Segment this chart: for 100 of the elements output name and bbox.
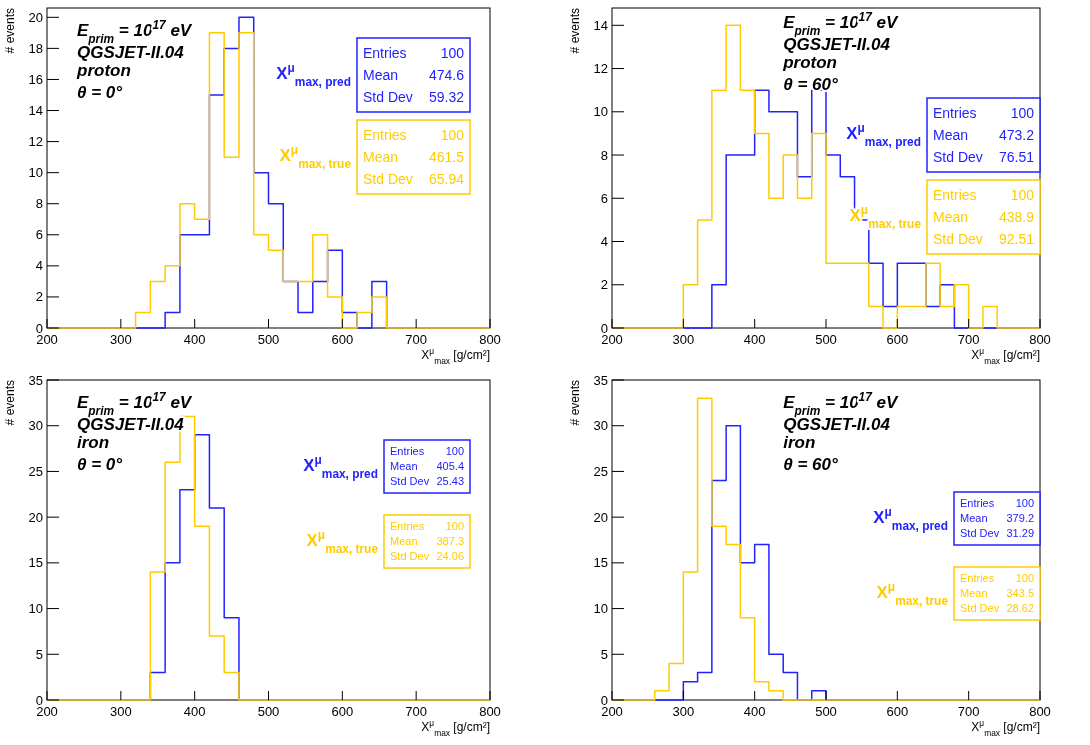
annotation: 474.6 <box>428 66 465 83</box>
x-tick-label: 600 <box>331 332 354 347</box>
y-tick-label: 35 <box>28 372 43 388</box>
annotation: Entries <box>363 126 407 143</box>
annotation: Std Dev <box>960 602 1000 615</box>
annotation: Entries <box>390 445 425 458</box>
annotation: 100 <box>445 445 464 458</box>
x-tick-label: 500 <box>815 704 837 719</box>
y-axis-title: # events <box>3 8 17 54</box>
annotation: 31.29 <box>1006 527 1034 540</box>
y-axis-title: # events <box>568 380 582 426</box>
annotation: 100 <box>440 126 465 143</box>
y-tick-label: 25 <box>28 463 43 479</box>
annotation: E$_{prim}$ = 10$^{17}$ eV <box>783 390 900 418</box>
y-tick-label: 4 <box>600 234 608 250</box>
annotation: Std Dev <box>390 475 430 488</box>
annotation: Mean <box>390 535 418 548</box>
x-axis-title: X$^{μ}$$_{max}$ [g/cm²] <box>971 718 1040 738</box>
annotation: θ = 60° <box>783 75 838 94</box>
y-axis-title: # events <box>3 380 17 426</box>
annotation: Mean <box>390 460 418 473</box>
annotation: 438.9 <box>998 208 1035 225</box>
x-tick-label: 500 <box>257 332 280 347</box>
y-tick-label: 8 <box>35 196 43 212</box>
x-tick-label: 500 <box>257 704 280 719</box>
annotation: 461.5 <box>428 148 465 165</box>
x-tick-label: 400 <box>743 332 766 347</box>
y-tick-label: 2 <box>600 277 608 293</box>
y-tick-label: 10 <box>593 104 608 120</box>
x-tick-label: 600 <box>331 704 354 719</box>
x-tick-label: 800 <box>1029 704 1051 719</box>
annotation: Mean <box>363 148 399 165</box>
y-tick-label: 5 <box>35 646 43 662</box>
annotation: 405.4 <box>436 460 464 473</box>
y-tick-label: 10 <box>28 601 43 617</box>
annotation: Std Dev <box>960 527 1000 540</box>
x-tick-label: 300 <box>109 704 132 719</box>
y-tick-label: 20 <box>28 9 43 25</box>
annotation: 28.62 <box>1006 602 1034 615</box>
y-tick-label: 12 <box>28 134 43 150</box>
annotation: 100 <box>440 44 465 61</box>
y-tick-label: 20 <box>28 509 43 525</box>
y-tick-label: 15 <box>28 555 43 571</box>
annotation: Mean <box>960 512 988 525</box>
annotation: θ = 60° <box>783 455 838 474</box>
annotation: Mean <box>933 126 969 143</box>
annotation: 24.06 <box>436 550 464 563</box>
x-tick-label: 700 <box>405 704 428 719</box>
x-tick-label: 300 <box>672 332 695 347</box>
x-axis-title: X$^{μ}$$_{max}$ [g/cm²] <box>421 346 490 366</box>
x-tick-label: 600 <box>886 332 909 347</box>
x-tick-label: 400 <box>743 704 766 719</box>
annotation: proton <box>76 61 131 80</box>
x-tick-label: 700 <box>957 332 980 347</box>
y-tick-label: 14 <box>593 17 608 33</box>
y-tick-label: 35 <box>593 372 608 388</box>
annotation: Entries <box>960 497 995 510</box>
annotation: Entries <box>933 186 977 203</box>
annotation: E$_{prim}$ = 10$^{17}$ eV <box>783 10 900 38</box>
annotation: 100 <box>1010 104 1035 121</box>
annotation: 100 <box>1015 572 1034 585</box>
annotation: Mean <box>363 66 399 83</box>
annotation: 473.2 <box>998 126 1035 143</box>
annotation: Std Dev <box>363 88 413 105</box>
x-tick-label: 800 <box>479 332 501 347</box>
y-tick-label: 10 <box>593 601 608 617</box>
annotation: 100 <box>1010 186 1035 203</box>
annotation: 100 <box>445 520 464 533</box>
annotation: Std Dev <box>933 148 983 165</box>
annotation: 59.32 <box>428 88 465 105</box>
annotation: 92.51 <box>998 230 1035 247</box>
y-tick-label: 8 <box>600 147 608 163</box>
x-tick-label: 500 <box>815 332 837 347</box>
annotation: 379.2 <box>1006 512 1034 525</box>
x-tick-label: 300 <box>672 704 695 719</box>
y-tick-label: 10 <box>28 165 43 181</box>
x-tick-label: 400 <box>183 332 206 347</box>
x-tick-label: 800 <box>1029 332 1051 347</box>
annotation: 100 <box>1015 497 1034 510</box>
y-tick-label: 5 <box>600 646 608 662</box>
y-tick-label: 6 <box>35 227 43 243</box>
y-tick-label: 30 <box>593 418 608 434</box>
x-tick-label: 800 <box>479 704 501 719</box>
y-tick-label: 25 <box>593 463 608 479</box>
y-tick-label: 18 <box>28 40 43 56</box>
y-axis-title: # events <box>568 8 582 54</box>
annotation: Entries <box>933 104 977 121</box>
y-tick-label: 2 <box>35 289 43 305</box>
annotation: θ = 0° <box>77 83 123 102</box>
annotation: iron <box>77 433 110 452</box>
y-tick-label: 6 <box>600 190 608 206</box>
y-tick-label: 15 <box>593 555 608 571</box>
annotation: 65.94 <box>428 170 465 187</box>
x-tick-label: 400 <box>183 704 206 719</box>
x-axis-title: X$^{μ}$$_{max}$ [g/cm²] <box>421 718 490 738</box>
y-tick-label: 30 <box>28 418 43 434</box>
annotation: Entries <box>390 520 425 533</box>
annotation: Mean <box>960 587 988 600</box>
annotation: Std Dev <box>933 230 983 247</box>
annotation: Entries <box>363 44 407 61</box>
